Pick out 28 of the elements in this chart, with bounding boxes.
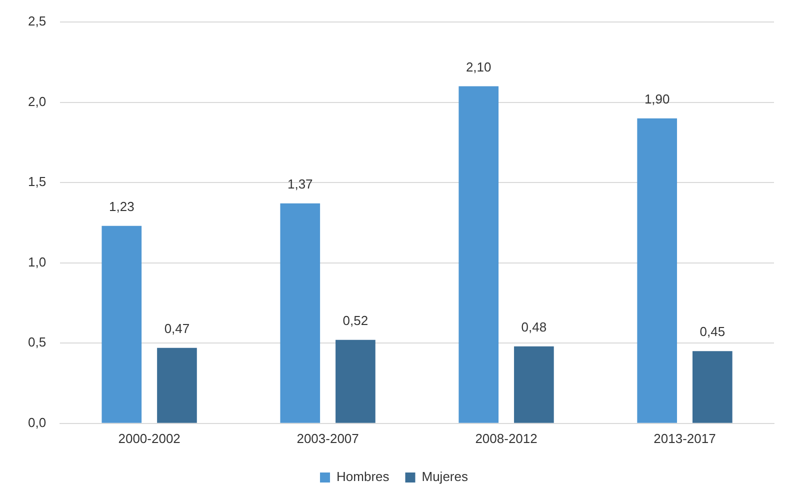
data-label: 0,48 [521,319,547,334]
x-tick-label: 2013-2017 [654,430,716,446]
data-label: 0,52 [342,312,368,328]
y-tick-label: 2,0 [28,94,46,109]
y-tick-label: 0,5 [28,334,46,350]
bar [514,346,554,423]
bar [336,340,376,423]
legend-label: Mujeres [422,469,468,484]
bar [157,348,197,423]
data-label: 1,37 [287,176,313,192]
y-tick-label: 1,5 [28,174,46,190]
bar [102,226,142,423]
x-tick-label: 2000-2002 [118,430,180,446]
bar [280,203,320,423]
x-tick-label: 2008-2012 [475,430,538,446]
data-label: 1,90 [644,91,670,106]
bar [692,351,732,423]
data-label: 1,23 [108,198,134,214]
data-label: 2,10 [466,59,492,74]
data-label: 0,47 [164,321,190,336]
y-tick-label: 1,0 [28,254,46,270]
legend-label: Hombres [336,469,390,484]
data-label: 0,45 [700,324,726,340]
bar [458,86,499,423]
bar [637,118,678,423]
y-tick-label: 2,5 [28,14,46,29]
y-tick-label: 0,0 [28,414,46,430]
x-tick-label: 2003-2007 [296,430,359,446]
